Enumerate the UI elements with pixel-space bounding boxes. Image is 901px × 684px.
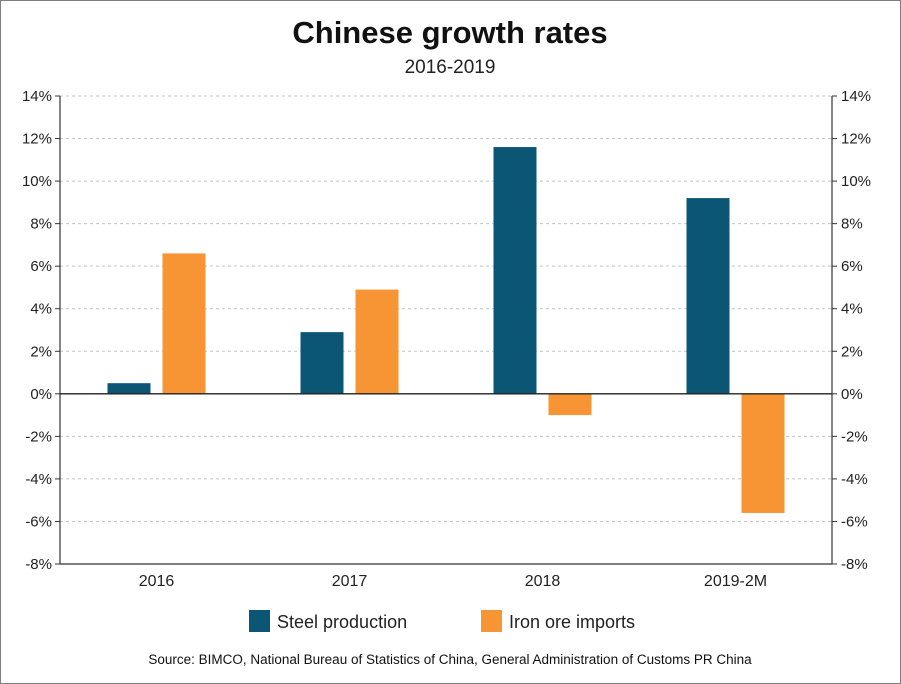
left-tick-label: 4% xyxy=(30,301,52,318)
bar-steel-production-2019-2m xyxy=(686,198,730,394)
left-tick-label: 12% xyxy=(22,131,52,148)
bar-iron-ore-imports-2017 xyxy=(355,289,399,394)
axes xyxy=(55,95,837,565)
bar-steel-production-2018 xyxy=(493,147,537,394)
bar-iron-ore-imports-2018 xyxy=(548,393,592,416)
right-tick-label: 12% xyxy=(841,131,871,148)
right-tick-label: -4% xyxy=(841,471,868,488)
right-tick-label: 14% xyxy=(841,88,871,105)
right-tick-label: 0% xyxy=(841,386,863,403)
right-tick-label: 4% xyxy=(841,301,863,318)
legend-label-steel-production: Steel production xyxy=(277,612,407,632)
right-tick-label: -6% xyxy=(841,513,868,530)
legend-label-iron-ore-imports: Iron ore imports xyxy=(509,612,635,632)
legend-swatch-iron-ore-imports xyxy=(481,610,502,632)
bar-steel-production-2017 xyxy=(300,332,344,394)
category-label: 2017 xyxy=(332,573,368,590)
right-tick-label: 6% xyxy=(841,258,863,275)
right-tick-label: 2% xyxy=(841,343,863,360)
chart-subtitle: 2016-2019 xyxy=(405,57,496,78)
right-tick-label: -2% xyxy=(841,428,868,445)
category-label: 2018 xyxy=(525,573,561,590)
legend-swatch-steel-production xyxy=(249,610,270,632)
category-label: 2016 xyxy=(139,573,175,590)
left-tick-label: -8% xyxy=(25,556,52,573)
bar-iron-ore-imports-2016 xyxy=(162,253,206,394)
legend: Steel production Iron ore imports xyxy=(249,610,635,632)
left-tick-label: -2% xyxy=(25,428,52,445)
left-tick-label: 2% xyxy=(30,343,52,360)
tick-labels: -8% -8% -6% -6% -4% -4% -2% -2% 0% 0% 2% 2% 4% 4% 6% 6%… xyxy=(22,88,871,573)
source-note: Source: BIMCO, National Bureau of Statis… xyxy=(148,652,752,667)
left-tick-label: -4% xyxy=(25,471,52,488)
left-tick-label: -6% xyxy=(25,513,52,530)
left-tick-label: 14% xyxy=(22,88,52,105)
left-tick-label: 8% xyxy=(30,216,52,233)
left-tick-label: 6% xyxy=(30,258,52,275)
right-tick-label: 8% xyxy=(841,216,863,233)
bars xyxy=(107,147,785,513)
right-tick-label: -8% xyxy=(841,556,868,573)
left-tick-label: 10% xyxy=(22,173,52,190)
bar-iron-ore-imports-2019-2m xyxy=(741,393,785,513)
chart-title: Chinese growth rates xyxy=(292,15,607,50)
right-tick-label: 10% xyxy=(841,173,871,190)
bar-steel-production-2016 xyxy=(107,383,151,394)
category-label: 2019-2M xyxy=(704,573,767,590)
category-labels: 2016 2017 2018 2019-2M xyxy=(139,573,767,590)
left-tick-label: 0% xyxy=(30,386,52,403)
